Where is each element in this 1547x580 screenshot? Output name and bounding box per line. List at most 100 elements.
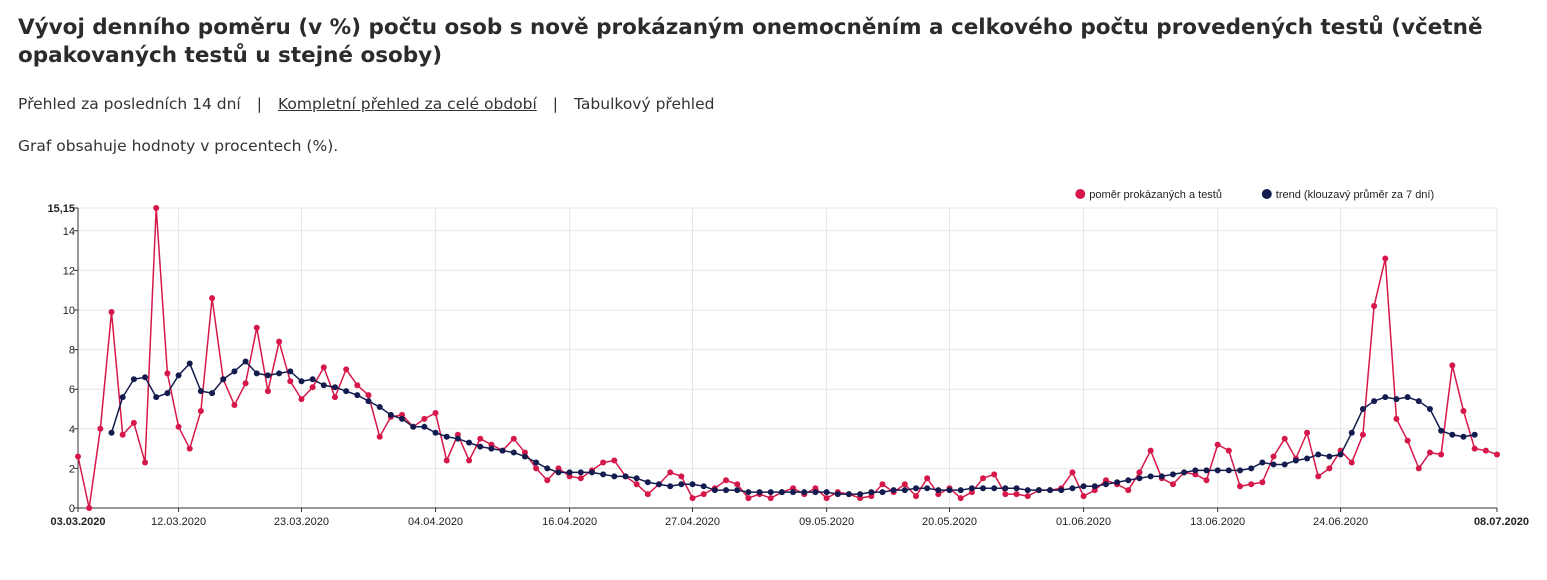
data-point[interactable]	[1203, 477, 1210, 484]
data-point[interactable]	[622, 473, 629, 480]
data-point[interactable]	[1080, 493, 1087, 500]
data-point[interactable]	[220, 376, 227, 383]
data-point[interactable]	[689, 495, 696, 502]
data-point[interactable]	[1203, 467, 1210, 474]
data-point[interactable]	[477, 435, 484, 442]
data-point[interactable]	[1069, 485, 1076, 492]
data-point[interactable]	[365, 392, 372, 399]
data-point[interactable]	[309, 384, 316, 391]
data-point[interactable]	[510, 435, 517, 442]
data-point[interactable]	[1181, 469, 1188, 476]
data-point[interactable]	[320, 364, 327, 371]
data-point[interactable]	[1281, 435, 1288, 442]
data-point[interactable]	[1259, 459, 1266, 466]
data-point[interactable]	[1415, 398, 1422, 405]
data-point[interactable]	[197, 388, 204, 395]
data-point[interactable]	[544, 477, 551, 484]
data-point[interactable]	[1482, 447, 1489, 454]
data-point[interactable]	[153, 205, 160, 211]
data-point[interactable]	[1013, 491, 1020, 498]
data-point[interactable]	[700, 491, 707, 498]
data-point[interactable]	[1069, 469, 1076, 476]
data-point[interactable]	[298, 378, 305, 385]
data-point[interactable]	[868, 489, 875, 496]
data-point[interactable]	[1449, 362, 1456, 369]
data-point[interactable]	[801, 489, 808, 496]
data-point[interactable]	[1225, 447, 1232, 454]
view-full-period-link[interactable]: Kompletní přehled za celé období	[277, 95, 537, 113]
data-point[interactable]	[421, 415, 428, 422]
data-point[interactable]	[164, 370, 171, 377]
data-point[interactable]	[1147, 473, 1154, 480]
data-point[interactable]	[678, 481, 685, 488]
data-point[interactable]	[130, 419, 137, 426]
data-point[interactable]	[946, 487, 953, 494]
data-point[interactable]	[1214, 467, 1221, 474]
data-point[interactable]	[901, 487, 908, 494]
data-point[interactable]	[689, 481, 696, 488]
data-point[interactable]	[142, 459, 149, 466]
data-point[interactable]	[1192, 467, 1199, 474]
data-point[interactable]	[656, 481, 663, 488]
data-point[interactable]	[209, 390, 216, 397]
data-point[interactable]	[980, 485, 987, 492]
data-point[interactable]	[879, 481, 886, 488]
data-point[interactable]	[957, 495, 964, 502]
data-point[interactable]	[1415, 465, 1422, 472]
data-point[interactable]	[186, 445, 193, 452]
data-point[interactable]	[667, 469, 674, 476]
data-point[interactable]	[443, 433, 450, 440]
data-point[interactable]	[968, 485, 975, 492]
data-point[interactable]	[1024, 487, 1031, 494]
data-point[interactable]	[957, 487, 964, 494]
data-point[interactable]	[1047, 487, 1054, 494]
data-point[interactable]	[1237, 467, 1244, 474]
data-point[interactable]	[253, 370, 260, 377]
data-point[interactable]	[1326, 453, 1333, 460]
data-point[interactable]	[287, 368, 294, 375]
data-point[interactable]	[991, 485, 998, 492]
data-point[interactable]	[667, 483, 674, 490]
data-point[interactable]	[1404, 437, 1411, 444]
data-point[interactable]	[1013, 485, 1020, 492]
data-point[interactable]	[432, 429, 439, 436]
data-point[interactable]	[387, 411, 394, 418]
data-point[interactable]	[611, 473, 618, 480]
data-point[interactable]	[980, 475, 987, 482]
data-point[interactable]	[745, 495, 752, 502]
data-point[interactable]	[1315, 473, 1322, 480]
data-point[interactable]	[1348, 459, 1355, 466]
data-point[interactable]	[1024, 493, 1031, 500]
data-point[interactable]	[1080, 483, 1087, 490]
data-point[interactable]	[108, 308, 115, 315]
data-point[interactable]	[1248, 481, 1255, 488]
data-point[interactable]	[287, 378, 294, 385]
data-point[interactable]	[1371, 398, 1378, 405]
data-point[interactable]	[611, 457, 618, 464]
data-point[interactable]	[1449, 431, 1456, 438]
data-point[interactable]	[544, 465, 551, 472]
data-point[interactable]	[1348, 429, 1355, 436]
data-point[interactable]	[1248, 465, 1255, 472]
data-point[interactable]	[320, 382, 327, 389]
data-point[interactable]	[466, 457, 473, 464]
data-point[interactable]	[823, 489, 830, 496]
data-point[interactable]	[1304, 429, 1311, 436]
data-point[interactable]	[108, 429, 115, 436]
data-point[interactable]	[1169, 471, 1176, 478]
data-point[interactable]	[119, 431, 126, 438]
data-point[interactable]	[1002, 491, 1009, 498]
data-point[interactable]	[812, 489, 819, 496]
data-point[interactable]	[1393, 396, 1400, 403]
data-point[interactable]	[555, 469, 562, 476]
data-point[interactable]	[331, 384, 338, 391]
data-point[interactable]	[577, 469, 584, 476]
data-point[interactable]	[466, 439, 473, 446]
data-point[interactable]	[1471, 431, 1478, 438]
data-point[interactable]	[153, 394, 160, 401]
data-point[interactable]	[935, 487, 942, 494]
data-point[interactable]	[1035, 487, 1042, 494]
data-point[interactable]	[924, 485, 931, 492]
data-point[interactable]	[1382, 394, 1389, 401]
data-point[interactable]	[1438, 451, 1445, 458]
